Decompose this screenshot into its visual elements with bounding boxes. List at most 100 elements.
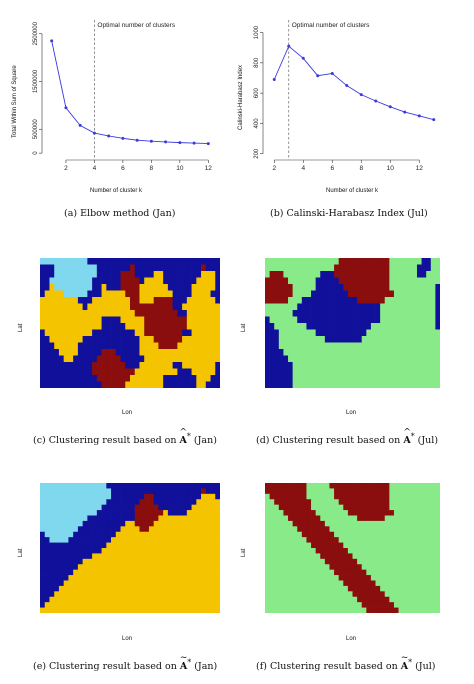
- map-d-cell: [297, 323, 303, 330]
- map-d-cell: [416, 277, 422, 285]
- map-f-cell: [283, 493, 289, 500]
- map-c-cell: [148, 290, 155, 298]
- map-f-cell: [288, 580, 293, 587]
- map-e-cell: [134, 575, 140, 581]
- map-d-cell: [361, 375, 367, 382]
- map-e-cell: [68, 526, 74, 533]
- map-d-cell: [288, 258, 293, 265]
- map-d-cell: [311, 368, 317, 376]
- map-f-cell: [329, 531, 335, 538]
- map-c-cell: [115, 290, 121, 298]
- map-d-cell: [301, 264, 307, 272]
- map-e-cell: [167, 575, 173, 581]
- map-e-cell: [115, 510, 121, 516]
- map-d-cell: [421, 349, 427, 356]
- map-d-cell: [265, 264, 270, 272]
- map-c-cell: [182, 316, 188, 324]
- map-e-cell: [58, 531, 65, 538]
- map-e-cell: [215, 537, 220, 543]
- map-e-cell: [139, 569, 145, 576]
- map-f-cell: [315, 499, 321, 506]
- map-f-cell: [352, 531, 358, 538]
- map-e-cell: [139, 542, 145, 549]
- map-e-cell: [134, 542, 140, 549]
- map-e-cell: [82, 483, 88, 489]
- map-e-cell: [144, 537, 150, 543]
- map-f-cell: [357, 537, 363, 543]
- map-e-cell: [205, 602, 211, 608]
- map-d-cell: [278, 271, 284, 278]
- map-d-cell: [292, 362, 298, 369]
- map-e-cell: [82, 504, 88, 511]
- map-e-cell: [201, 607, 207, 613]
- map-f-cell: [329, 520, 335, 527]
- map-c-cell: [191, 284, 197, 291]
- map-d-cell: [283, 342, 289, 350]
- map-d-cell: [357, 258, 363, 265]
- ch-annotation: Optimal number of clusters: [292, 22, 370, 29]
- map-e-cell: [44, 548, 50, 554]
- map-d-cell: [288, 297, 293, 304]
- map-d-cell: [407, 258, 413, 265]
- map-e-cell: [63, 504, 69, 511]
- map-f-cell: [380, 488, 386, 495]
- map-f-cell: [398, 564, 404, 571]
- map-c-cell: [182, 303, 188, 311]
- map-c-cell: [144, 362, 150, 369]
- map-f-cell: [334, 602, 340, 608]
- map-f-cell: [324, 564, 330, 571]
- map-f-cell: [338, 591, 344, 598]
- map-f-cell: [315, 548, 321, 554]
- map-d-cell: [384, 284, 390, 291]
- ch-point: [287, 44, 291, 48]
- map-c-cell: [49, 355, 55, 363]
- map-f-cell: [292, 526, 298, 533]
- cluster-map-f: [265, 483, 440, 613]
- map-d-cell: [320, 284, 326, 291]
- map-f-cell: [306, 520, 312, 527]
- map-f-cell: [426, 602, 432, 608]
- map-e-cell: [130, 483, 136, 489]
- ch-x-tick-label: 4: [301, 165, 305, 172]
- map-f-cell: [265, 558, 270, 565]
- map-d-cell: [403, 310, 409, 317]
- map-f-cell: [393, 596, 399, 603]
- map-e-cell: [167, 564, 173, 571]
- map-c-cell: [120, 368, 126, 376]
- map-d-cell: [343, 375, 349, 382]
- map-d-cell: [366, 316, 372, 324]
- map-f-cell: [288, 602, 293, 608]
- map-e-cell: [182, 526, 188, 533]
- map-f-cell: [361, 526, 367, 533]
- map-d-cell: [347, 336, 353, 343]
- elbow-ylabel: Total Within Sum of Square: [12, 65, 18, 138]
- map-e-cell: [125, 520, 131, 527]
- map-c-cell: [54, 336, 60, 343]
- map-c-cell: [115, 362, 121, 369]
- map-d-cell: [416, 368, 422, 376]
- map-f-cell: [315, 542, 321, 549]
- map-f-cell: [265, 580, 270, 587]
- map-e-cell: [125, 564, 131, 571]
- map-f-cell: [384, 515, 390, 522]
- map-e-cell: [111, 569, 117, 576]
- map-f-cell: [334, 499, 340, 506]
- map-d-cell: [435, 375, 440, 382]
- map-e-cell: [177, 542, 183, 549]
- map-e-cell: [96, 488, 102, 495]
- map-f-cell: [269, 558, 275, 565]
- map-d-cell: [389, 342, 395, 350]
- map-d-cell: [343, 349, 349, 356]
- map-f-cell: [375, 564, 381, 571]
- map-f-cell: [297, 585, 303, 592]
- map-f-cell: [435, 569, 440, 576]
- map-e-cell: [182, 580, 188, 587]
- map-c-cell: [134, 349, 140, 356]
- map-e-cell: [196, 607, 202, 613]
- map-f-cell: [324, 526, 330, 533]
- map-f-cell: [380, 580, 386, 587]
- map-e-cell: [40, 510, 46, 516]
- map-f-cell: [265, 548, 270, 554]
- map-d-cell: [343, 310, 349, 317]
- map-c-cell: [182, 297, 188, 304]
